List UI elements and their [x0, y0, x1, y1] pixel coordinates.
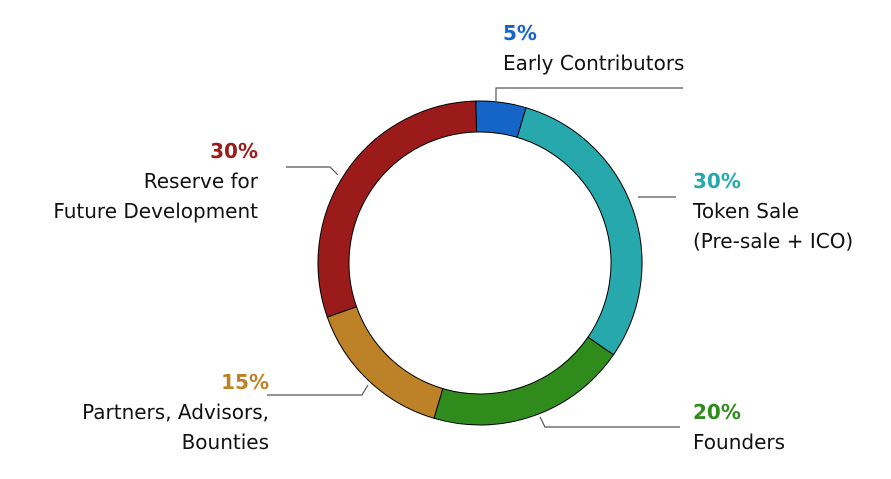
donut-slices — [317, 100, 643, 426]
leader-line-partners-advisors-bounties — [267, 384, 369, 396]
percent-label-reserve-for-future-development: 30% — [210, 139, 258, 163]
percent-label-founders: 20% — [693, 400, 741, 424]
slice-founders — [433, 336, 615, 426]
category-label-partners-advisors-bounties-line-1: Partners, Advisors, — [82, 400, 269, 424]
percent-label-partners-advisors-bounties: 15% — [221, 370, 269, 394]
leader-lines — [267, 87, 683, 428]
slice-partners-advisors-bounties — [326, 306, 444, 419]
category-label-partners-advisors-bounties-line-2: Bounties — [182, 430, 269, 454]
category-label-reserve-for-future-development-line-2: Future Development — [53, 199, 258, 223]
percent-label-early-contributors: 5% — [503, 21, 537, 45]
slice-labels: 5% Early Contributors 30% Token Sale (Pre-sa… — [53, 21, 853, 454]
slice-reserve-for-future-development — [317, 100, 478, 318]
leader-line-early-contributors — [495, 87, 683, 102]
slice-token-sale-pre-sale-ico — [516, 107, 643, 356]
leader-line-reserve-for-future-development — [286, 166, 339, 176]
category-label-reserve-for-future-development-line-1: Reserve for — [144, 169, 259, 193]
category-label-token-sale-pre-sale-ico-line-2: (Pre-sale + ICO) — [693, 229, 853, 253]
category-label-founders: Founders — [693, 430, 785, 454]
leader-line-founders — [539, 416, 680, 428]
category-label-token-sale-pre-sale-ico-line-1: Token Sale — [692, 199, 799, 223]
category-label-early-contributors: Early Contributors — [503, 51, 684, 75]
percent-label-token-sale-pre-sale-ico: 30% — [693, 169, 741, 193]
